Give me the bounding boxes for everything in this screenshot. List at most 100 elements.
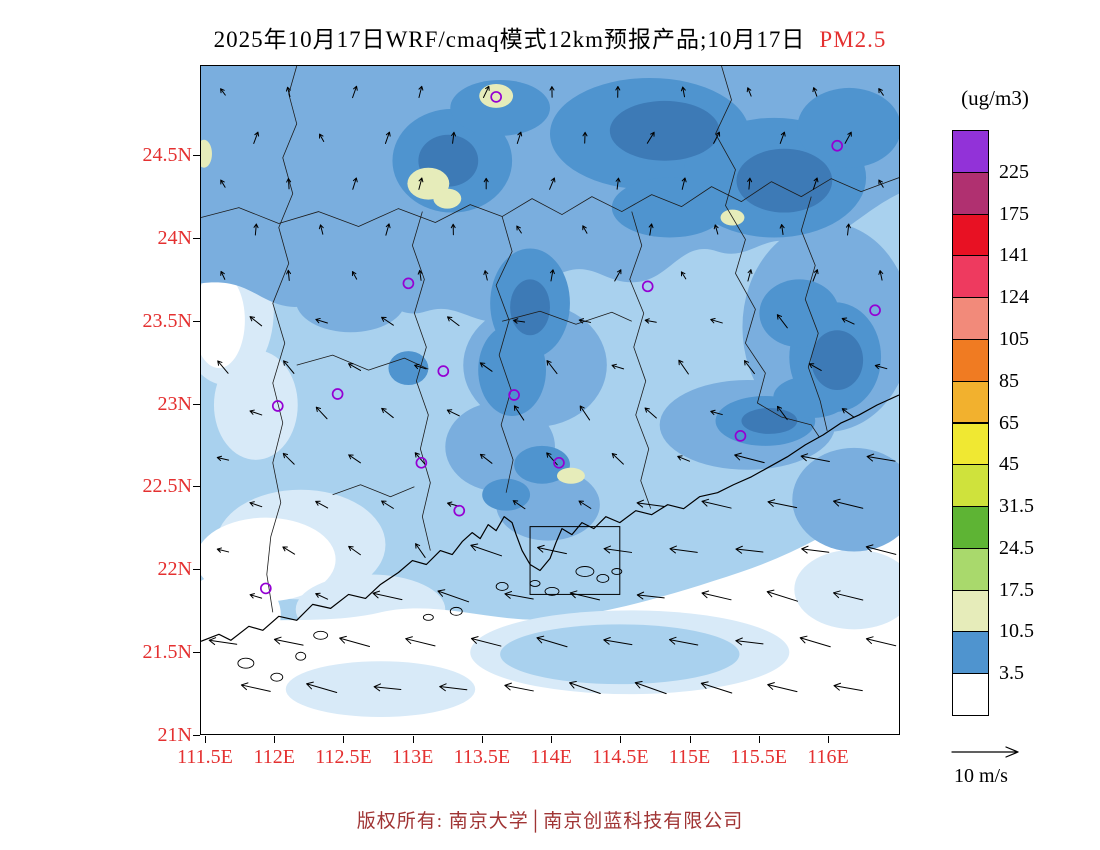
colorbar-level-label: 85: [999, 369, 1019, 392]
wind-arrow: [648, 223, 654, 236]
lon-tick-mark: [758, 736, 760, 743]
wind-arrow: [841, 408, 855, 418]
colorbar-cell: [952, 213, 989, 257]
wind-arrow: [766, 589, 798, 602]
wind-arrow: [611, 363, 625, 370]
wind-arrow: [208, 637, 238, 646]
wind-arrow: [844, 131, 852, 144]
wind-arrow: [348, 454, 361, 464]
wind-arrow: [812, 269, 819, 282]
lon-tick-mark: [481, 736, 483, 743]
wind-arrow: [315, 406, 328, 420]
lon-tick-label: 112E: [253, 746, 295, 768]
wind-arrow: [746, 87, 752, 97]
wind-arrow: [812, 87, 818, 97]
wind-arrow: [644, 407, 657, 419]
wind-arrow: [668, 636, 699, 646]
wind-arrow: [582, 225, 588, 234]
station-marker: [402, 277, 415, 290]
wind-arrow: [249, 409, 263, 416]
wind-arrow: [319, 133, 325, 142]
lat-tick-label: 21.5N: [142, 641, 192, 664]
lat-tick-label: 24.5N: [142, 144, 192, 166]
lon-tick-label: 115E: [668, 746, 711, 768]
wind-arrow: [216, 547, 230, 553]
wind-arrow: [800, 453, 830, 463]
colorbar-level-label: 31.5: [999, 495, 1034, 518]
wind-arrow: [865, 636, 897, 647]
wind-arrow: [579, 405, 591, 421]
wind-arrow: [513, 405, 525, 421]
station-marker: [437, 365, 450, 377]
wind-arrow: [220, 270, 226, 280]
wind-arrow: [680, 271, 687, 280]
wind-arrow: [767, 499, 798, 509]
map-frame: [200, 65, 900, 735]
colorbar-cell: [952, 464, 989, 508]
wind-arrow: [776, 314, 788, 329]
wind-arrow: [253, 223, 259, 236]
wind-arrow: [614, 269, 622, 282]
province-boundary-lines: [201, 66, 899, 613]
wind-arrow: [615, 177, 621, 190]
wind-arrow: [701, 498, 732, 509]
wind-arrow: [282, 452, 295, 465]
wind-arrow: [516, 225, 522, 234]
wind-arrow: [701, 590, 732, 601]
wind-arrow: [878, 179, 884, 188]
wind-arrow: [713, 224, 719, 235]
wind-scale-label: 10 m/s: [954, 765, 1008, 787]
lon-tick-mark: [274, 736, 276, 743]
colorbar-level-label: 65: [999, 411, 1019, 434]
lon-tick-label: 115.5E: [730, 746, 787, 768]
lat-tick-mark: [193, 486, 200, 488]
station-marker: [831, 139, 844, 152]
wind-arrow: [865, 544, 897, 555]
wind-arrow: [644, 318, 657, 324]
wind-arrow: [713, 131, 721, 144]
station-marker: [453, 504, 466, 517]
colorbar-cell: [952, 171, 989, 215]
wind-arrow: [747, 177, 753, 190]
lon-tick-mark: [620, 736, 622, 743]
wind-arrow: [747, 269, 753, 282]
colorbar-level-label: 10.5: [999, 620, 1034, 643]
wind-arrow: [549, 86, 555, 98]
lon-tick-mark: [827, 736, 829, 743]
station-marker: [490, 91, 502, 103]
wind-arrow: [479, 362, 493, 372]
wind-arrow: [352, 177, 358, 190]
lon-tick-label: 116E: [807, 746, 849, 768]
wind-arrow: [385, 223, 391, 236]
wind-arrow: [249, 593, 263, 599]
lat-tick-label: 22N: [157, 558, 192, 581]
wind-arrow: [779, 131, 786, 144]
wind-arrow: [710, 409, 723, 416]
wind-vector-arrows: [208, 85, 897, 695]
wind-arrow: [286, 269, 292, 281]
wind-arrow: [249, 316, 263, 327]
wind-arrow: [384, 131, 391, 144]
wind-arrow: [878, 270, 884, 281]
wind-arrow: [845, 223, 851, 236]
wind-arrow: [513, 318, 526, 324]
lon-tick-label: 114E: [530, 746, 572, 768]
wind-arrow: [636, 499, 665, 508]
wind-arrow: [282, 546, 296, 555]
lon-tick-label: 111.5E: [177, 746, 233, 768]
wind-arrow: [743, 360, 755, 375]
colorbar-cell: [952, 673, 989, 716]
lon-tick-label: 113.5E: [453, 746, 511, 768]
wind-arrow: [710, 318, 723, 324]
wind-arrow: [536, 635, 568, 648]
wind-arrow: [767, 682, 798, 693]
wind-arrow: [253, 131, 260, 144]
wind-arrow: [437, 589, 470, 603]
wind-arrow: [537, 544, 567, 555]
wind-arrow: [381, 316, 394, 326]
colorbar-cell: [952, 130, 989, 173]
colorbar-level-label: 175: [999, 202, 1029, 225]
colorbar-level-label: 3.5: [999, 662, 1024, 685]
station-marker: [271, 400, 284, 412]
wind-arrow: [546, 360, 558, 375]
